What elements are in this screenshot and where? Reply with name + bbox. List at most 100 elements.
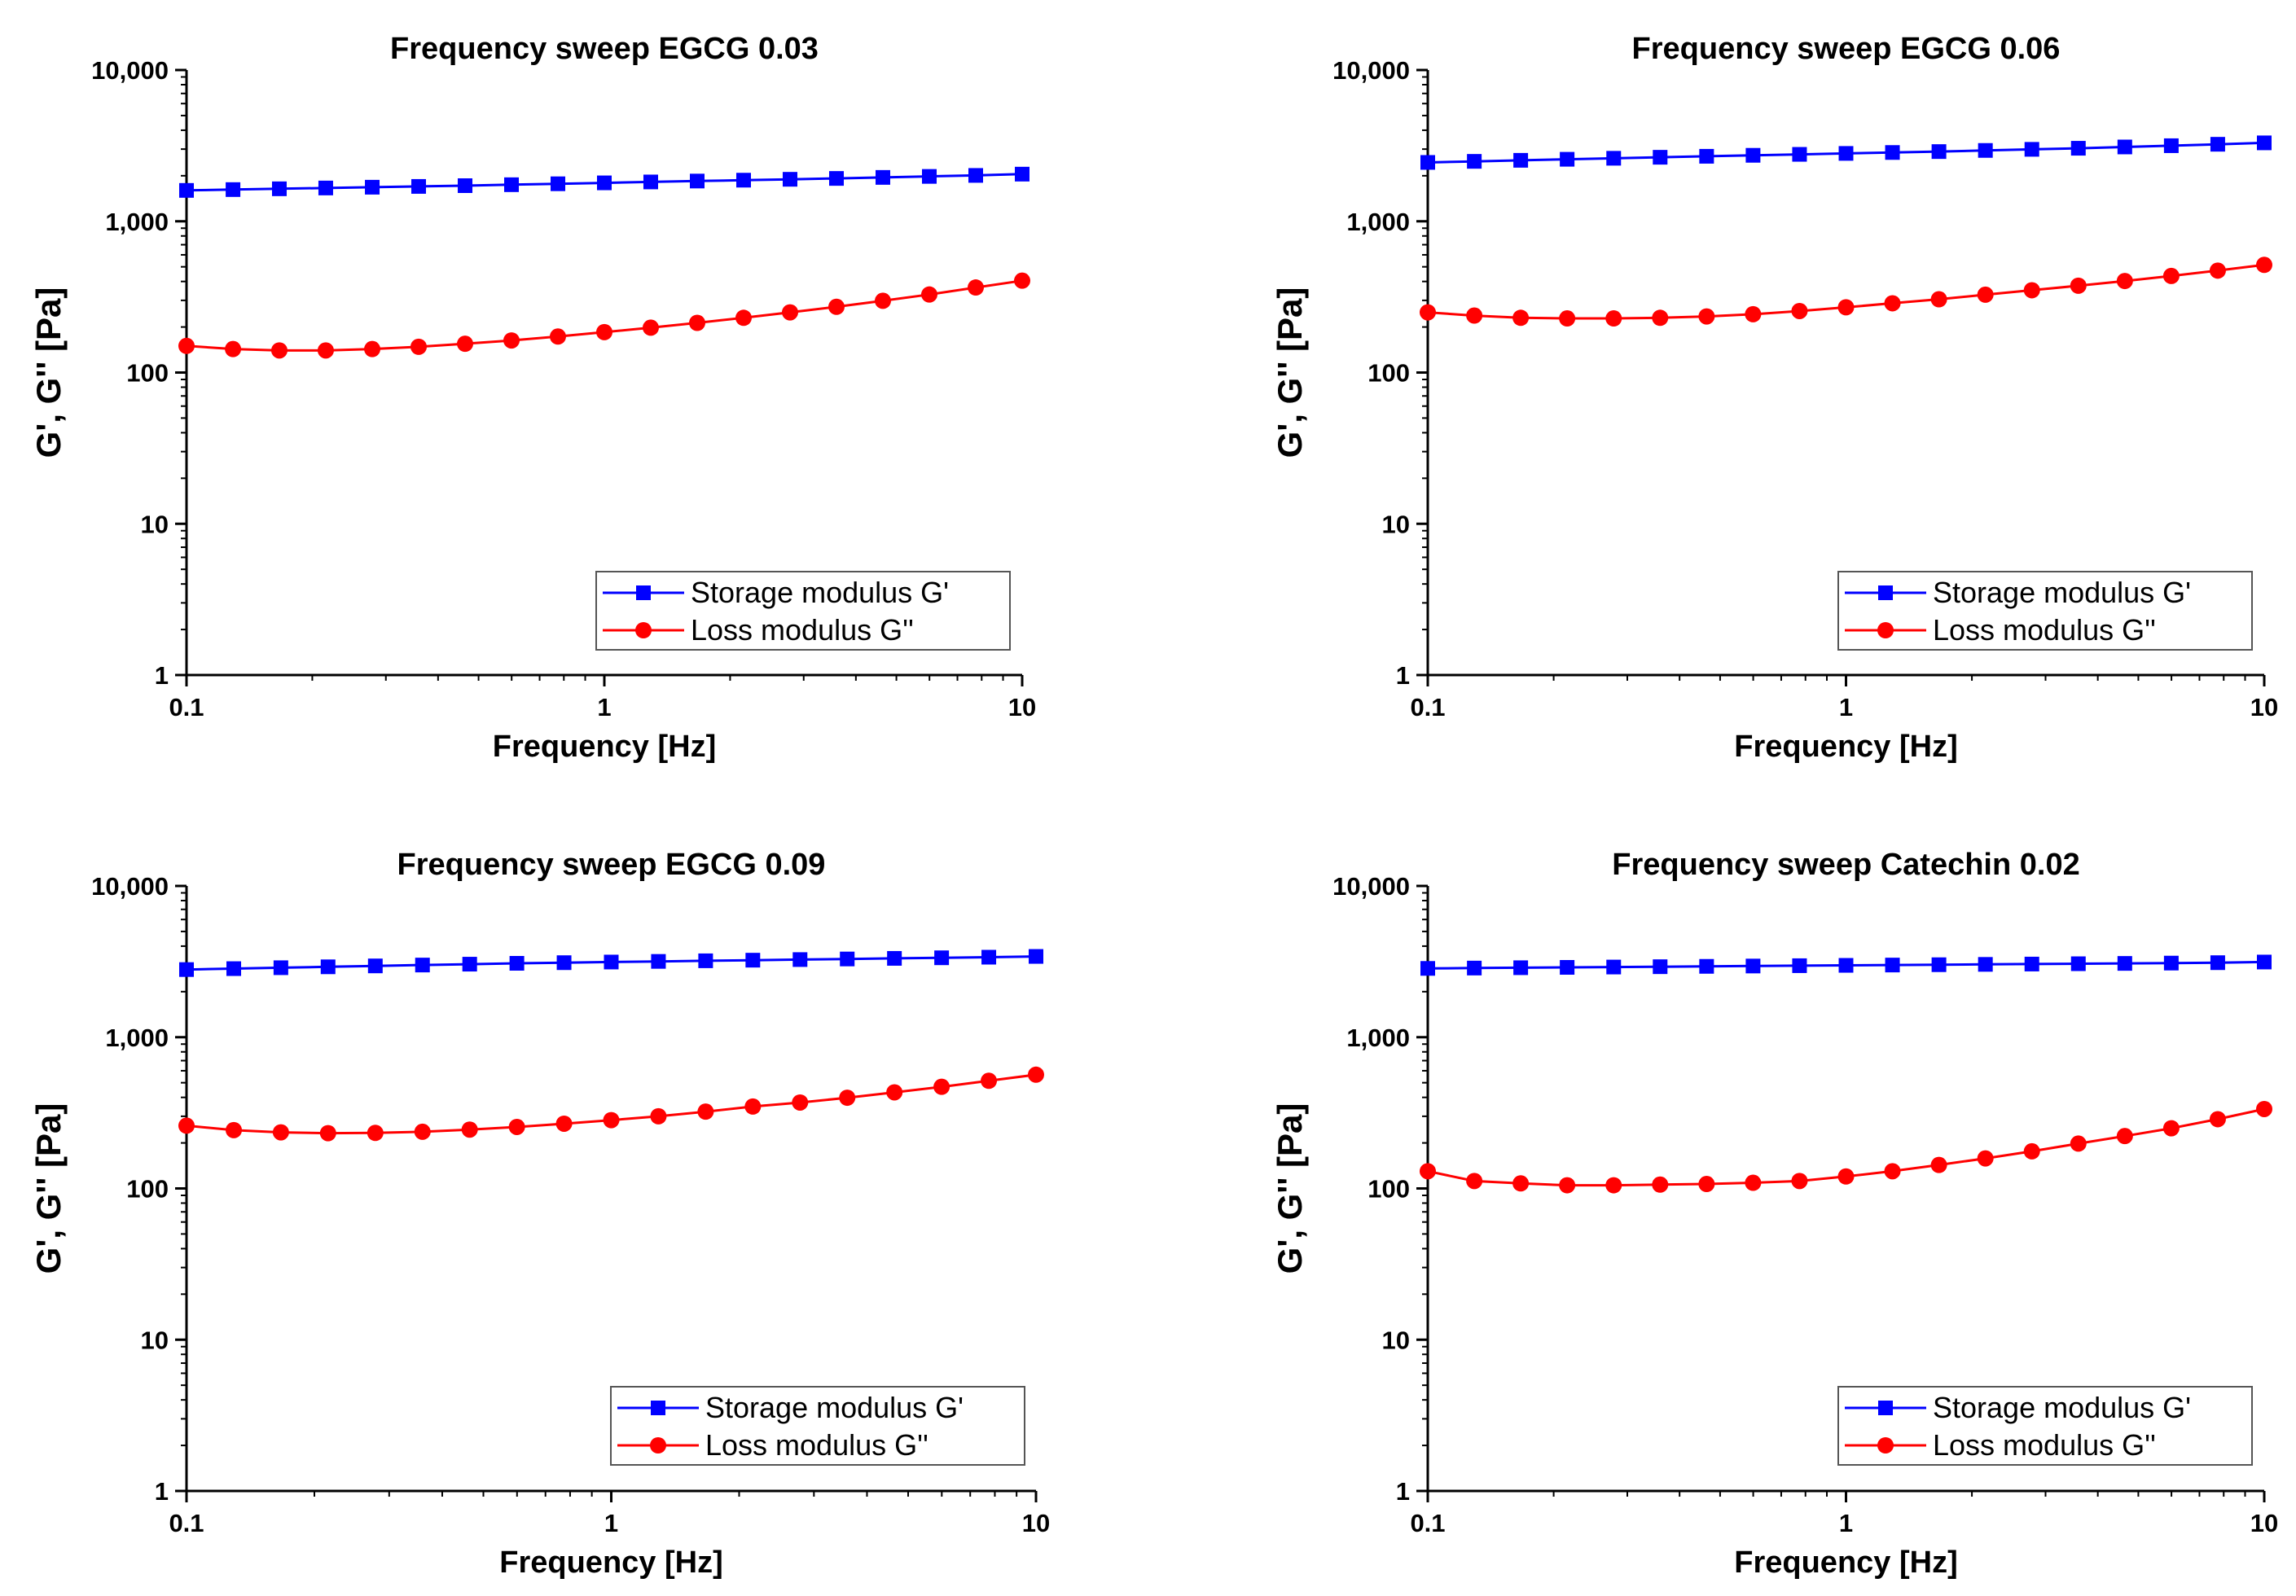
chart-panel-1: Frequency sweep EGCG 0.03 1 10 100 1,000 10,0… (29, 32, 1036, 764)
legend-label: Loss modulus G'' (1933, 1428, 2156, 1462)
x-tick-label: 1 (597, 693, 611, 721)
data-point-square (1420, 961, 1435, 976)
data-point-square (1653, 959, 1668, 975)
data-point-square (2163, 138, 2179, 153)
data-point-circle (2023, 282, 2040, 299)
data-point-circle (1791, 1173, 1808, 1190)
data-point-square (271, 181, 287, 196)
x-axis-title: Frequency [Hz] (1734, 730, 1957, 764)
x-tick-label: 10 (2250, 693, 2278, 721)
y-tick-label: 10 (1382, 1326, 1410, 1354)
legend-label: Loss modulus G'' (1933, 613, 2156, 647)
y-tick-label: 10 (141, 1326, 169, 1354)
data-point-square (2070, 956, 2086, 971)
data-point-square (365, 179, 380, 195)
chart-title: Frequency sweep EGCG 0.03 (390, 32, 819, 66)
legend-marker-circle (1877, 622, 1894, 638)
y-tick-label: 1 (1396, 661, 1410, 690)
x-tick-label: 0.1 (169, 1509, 204, 1537)
data-point-circle (410, 338, 428, 355)
y-axis-title: G', G'' [Pa] (1271, 1103, 1309, 1274)
legend-box (610, 1386, 1025, 1466)
data-point-square (1699, 148, 1714, 164)
data-point-circle (2070, 277, 2087, 294)
y-tick-label: 1 (155, 1477, 169, 1506)
data-point-square (179, 182, 194, 198)
data-point-circle (503, 332, 520, 349)
data-point-circle (2023, 1142, 2040, 1160)
data-point-square (1931, 144, 1947, 160)
data-point-circle (1028, 1066, 1044, 1083)
data-point-circle (967, 279, 984, 296)
legend: Storage modulus G' Loss modulus G'' (1837, 1386, 2253, 1466)
data-point-circle (555, 1115, 573, 1132)
x-axis-title: Frequency [Hz] (499, 1546, 722, 1580)
data-point-square (226, 961, 242, 976)
data-point-square (509, 956, 525, 971)
data-point-square (735, 173, 751, 188)
data-point-square (2117, 956, 2132, 971)
data-point-square (643, 174, 658, 190)
data-point-square (1560, 959, 1575, 975)
series-loss-modulus (1420, 1100, 2272, 1194)
y-axis-title: G', G'' [Pa] (1271, 287, 1309, 458)
x-tick-label: 0.1 (1410, 1509, 1445, 1537)
data-point-circle (1512, 309, 1530, 327)
data-point-circle (1466, 307, 1483, 324)
data-point-square (2024, 142, 2039, 157)
data-point-square (179, 962, 194, 977)
data-point-square (556, 955, 572, 971)
data-point-circle (1420, 1163, 1436, 1180)
data-point-square (1792, 958, 1807, 973)
data-point-square (689, 173, 705, 189)
data-point-square (597, 175, 612, 191)
data-point-square (320, 959, 336, 975)
data-point-square (921, 169, 937, 184)
x-tick-label: 10 (2250, 1509, 2278, 1537)
data-point-circle (1884, 295, 1901, 312)
data-point-circle (1652, 309, 1669, 327)
data-point-square (367, 958, 383, 974)
legend-label: Storage modulus G' (1933, 576, 2191, 609)
y-axis-title: G', G'' [Pa] (29, 1103, 68, 1274)
data-point-circle (1745, 305, 1762, 322)
legend-marker-square (1878, 585, 1893, 600)
data-point-circle (2116, 1128, 2133, 1145)
data-point-circle (270, 342, 288, 359)
data-point-circle (2209, 262, 2226, 279)
data-point-circle (933, 1078, 950, 1095)
data-point-circle (1930, 1156, 1947, 1173)
chart-panel-2: Frequency sweep EGCG 0.06 1 10 100 1,000 10,0… (1271, 32, 2278, 764)
y-tick-label: 1 (1396, 1477, 1410, 1506)
legend-box (1837, 1386, 2253, 1466)
data-point-circle (1559, 1177, 1576, 1194)
data-point-square (1420, 155, 1435, 170)
data-point-circle (1420, 304, 1436, 321)
x-axis-title: Frequency [Hz] (493, 730, 716, 764)
data-point-square (968, 168, 983, 183)
y-tick-label: 100 (126, 1175, 169, 1204)
legend-label: Loss modulus G'' (691, 613, 914, 647)
legend: Storage modulus G' Loss modulus G'' (610, 1386, 1025, 1466)
data-point-circle (2256, 1100, 2272, 1117)
data-point-square (876, 169, 891, 185)
data-point-square (318, 180, 333, 195)
chart-title: Frequency sweep EGCG 0.06 (1632, 32, 2061, 66)
data-point-circle (875, 292, 892, 309)
data-point-square (1029, 949, 1043, 964)
y-tick-label: 1 (155, 661, 169, 690)
data-point-square (1792, 147, 1807, 162)
legend-label: Loss modulus G'' (705, 1428, 928, 1462)
data-point-square (273, 960, 288, 976)
data-point-square (2117, 139, 2132, 155)
legend: Storage modulus G' Loss modulus G'' (1837, 571, 2253, 651)
data-point-square (1745, 147, 1761, 163)
data-point-square (1513, 152, 1529, 168)
data-point-square (1978, 142, 1993, 158)
data-point-square (604, 954, 619, 970)
data-point-circle (839, 1090, 856, 1107)
x-tick-label: 10 (1008, 693, 1036, 721)
legend-marker-circle (1877, 1437, 1894, 1454)
data-point-circle (782, 304, 799, 321)
